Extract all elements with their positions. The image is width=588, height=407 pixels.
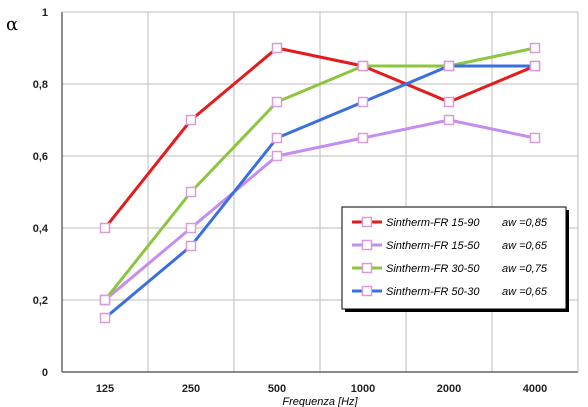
data-point [357, 132, 369, 144]
y-tick-label: 0,4 [33, 223, 49, 235]
series-line-2 [104, 118, 536, 302]
legend-swatch-marker [361, 262, 373, 274]
legend-aw-value: aw =0,85 [502, 217, 548, 229]
data-point [185, 240, 197, 252]
data-point [271, 132, 283, 144]
data-point [99, 222, 111, 234]
x-tick-labels: 125 250 500 1000 2000 4000 [96, 383, 547, 395]
data-point [443, 60, 455, 72]
data-point [443, 114, 455, 126]
data-point [529, 132, 541, 144]
data-point [357, 60, 369, 72]
data-point [185, 114, 197, 126]
x-tick-label: 125 [96, 383, 114, 395]
series-line-3 [103, 46, 536, 301]
data-point [185, 186, 197, 198]
x-tick-label: 4000 [523, 383, 547, 395]
x-tick-label: 500 [268, 383, 286, 395]
x-tick-label: 250 [182, 383, 200, 395]
legend-aw-value: aw =0,75 [502, 263, 548, 275]
data-point [529, 60, 541, 72]
y-tick-label: 0,8 [33, 79, 48, 91]
data-point [185, 222, 197, 234]
x-tick-label: 2000 [437, 383, 461, 395]
legend-swatch-marker [361, 239, 373, 251]
data-point [271, 42, 283, 54]
y-tick-label: 0,6 [33, 151, 48, 163]
y-tick-label: 1 [42, 7, 48, 19]
legend-swatch-marker [361, 285, 373, 297]
series-line-1 [103, 46, 536, 229]
data-point [271, 150, 283, 162]
data-point [271, 96, 283, 108]
data-point [99, 312, 111, 324]
y-tick-label: 0,2 [33, 295, 48, 307]
legend-aw-value: aw =0,65 [502, 240, 548, 252]
legend: Sintherm-FR 15-90 aw =0,85 Sintherm-FR 15-… [341, 206, 569, 312]
legend-swatch-marker [361, 216, 373, 228]
x-tick-label: 1000 [351, 383, 375, 395]
data-point [357, 96, 369, 108]
data-point [443, 96, 455, 108]
y-axis-label: α [6, 14, 18, 35]
legend-series-name: Sintherm-FR 50-30 [386, 286, 480, 298]
legend-aw-value: aw =0,65 [502, 286, 548, 298]
series-line-4 [104, 64, 535, 320]
data-point [99, 294, 111, 306]
x-axis-label: Frequenza [Hz] [282, 396, 358, 407]
legend-series-name: Sintherm-FR 15-50 [386, 240, 480, 252]
data-point [529, 42, 541, 54]
y-tick-label: 0 [42, 367, 48, 379]
axes [61, 11, 579, 373]
legend-series-name: Sintherm-FR 15-90 [386, 217, 480, 229]
legend-series-name: Sintherm-FR 30-50 [386, 263, 480, 275]
series-lines [99, 42, 541, 324]
y-tick-labels: 0 0,2 0,4 0,6 0,8 1 [33, 7, 49, 379]
